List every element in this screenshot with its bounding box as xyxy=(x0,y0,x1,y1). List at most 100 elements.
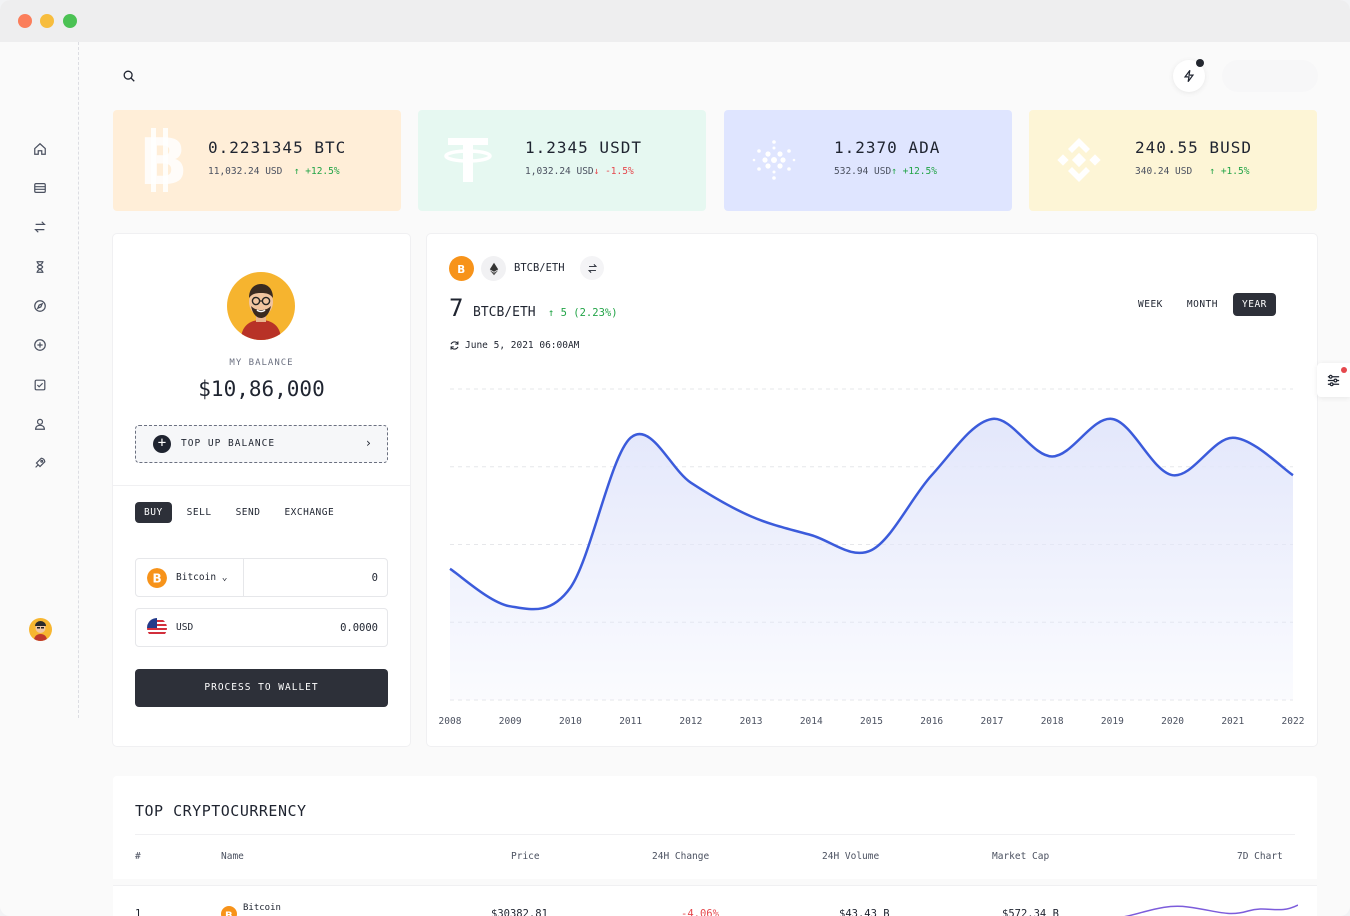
sliders-icon xyxy=(1327,374,1340,386)
top-up-label: TOP UP BALANCE xyxy=(181,438,276,449)
column-header-24h-change[interactable]: 24H Change xyxy=(652,851,710,862)
row-market-cap: $572.34 B xyxy=(1002,908,1059,916)
x-tick-label: 2015 xyxy=(860,716,883,727)
x-tick-label: 2019 xyxy=(1101,716,1124,727)
x-tick-label: 2010 xyxy=(559,716,582,727)
to-amount-field: USD 0.0000 xyxy=(135,608,388,647)
x-tick-label: 2008 xyxy=(439,716,462,727)
tab-buy[interactable]: BUY xyxy=(135,502,172,523)
refresh-icon[interactable] xyxy=(449,340,460,351)
column-header-rank[interactable]: # xyxy=(135,851,141,862)
column-header-market-cap[interactable]: Market Cap xyxy=(992,851,1050,862)
process-to-wallet-button[interactable]: PROCESS TO WALLET xyxy=(135,669,388,707)
asset-card-usdt[interactable]: 1.2345 USDT 1,032.24 USD↓ -1.5% xyxy=(418,110,706,211)
notification-dot xyxy=(1341,367,1347,373)
asset-amount: 1.2370 ADA xyxy=(834,138,941,157)
transaction-tabs: BUY SELL SEND EXCHANGE xyxy=(135,502,343,523)
lightning-icon xyxy=(1183,69,1195,83)
column-header-name[interactable]: Name xyxy=(221,851,244,862)
wallet-icon[interactable] xyxy=(30,178,50,198)
us-flag-icon xyxy=(147,618,167,638)
tab-exchange[interactable]: EXCHANGE xyxy=(284,507,335,518)
divider xyxy=(113,485,410,486)
user-avatar[interactable] xyxy=(227,272,295,340)
x-tick-label: 2014 xyxy=(800,716,823,727)
x-tick-label: 2016 xyxy=(920,716,943,727)
asset-amount: 0.2231345 BTC xyxy=(208,138,347,157)
tether-icon xyxy=(444,138,492,182)
column-header-price[interactable]: Price xyxy=(511,851,540,862)
range-year-button[interactable]: YEAR xyxy=(1233,293,1276,316)
swap-pair-button[interactable] xyxy=(580,256,604,280)
home-icon[interactable] xyxy=(30,139,50,159)
asset-usd: 1,032.24 USD↓ -1.5% xyxy=(525,166,634,177)
asset-amount: 1.2345 USDT xyxy=(525,138,642,157)
bitcoin-icon: B xyxy=(147,568,167,588)
top-up-balance-button[interactable]: + TOP UP BALANCE › xyxy=(135,425,388,463)
close-window-button[interactable] xyxy=(18,14,32,28)
balance-value: $10,86,000 xyxy=(198,377,325,401)
hourglass-icon[interactable] xyxy=(30,257,50,277)
asset-card-btc[interactable]: B 0.2231345 BTC 11,032.24 USD ↑ +12.5% xyxy=(113,110,401,211)
svg-text:B: B xyxy=(457,264,465,276)
user-icon[interactable] xyxy=(30,414,50,434)
row-name: Bitcoin xyxy=(243,903,281,913)
sparkline-7d xyxy=(1124,904,1298,916)
notification-dot xyxy=(1196,59,1204,67)
asset-card-ada[interactable]: 1.2370 ADA 532.94 USD↑ +12.5% xyxy=(724,110,1012,211)
chevron-right-icon: › xyxy=(364,436,372,450)
add-circle-icon[interactable] xyxy=(30,335,50,355)
x-tick-label: 2017 xyxy=(980,716,1003,727)
x-tick-label: 2020 xyxy=(1161,716,1184,727)
to-amount-input[interactable]: 0.0000 xyxy=(340,622,378,634)
balance-label: MY BALANCE xyxy=(229,358,294,368)
table-title: TOP CRYPTOCURRENCY xyxy=(135,802,307,820)
maximize-window-button[interactable] xyxy=(63,14,77,28)
sidebar xyxy=(0,42,79,718)
x-tick-label: 2013 xyxy=(740,716,763,727)
search-icon[interactable] xyxy=(122,68,136,82)
asset-change: ↓ -1.5% xyxy=(593,166,634,177)
asset-card-busd[interactable]: 240.55 BUSD 340.24 USD ↑ +1.5% xyxy=(1029,110,1317,211)
profile-menu[interactable] xyxy=(1222,60,1318,92)
transfer-icon[interactable] xyxy=(30,217,50,237)
svg-text:B: B xyxy=(225,911,233,916)
rocket-icon[interactable] xyxy=(30,453,50,473)
row-rank: 1 xyxy=(135,908,142,916)
swap-icon xyxy=(587,263,597,273)
svg-text:B: B xyxy=(153,572,162,586)
range-selector: WEEK MONTH YEAR xyxy=(1129,293,1276,316)
row-volume: $43.43 B xyxy=(839,908,890,916)
table-row[interactable]: 1 B Bitcoin $30382.81 -4.06% $43.43 B $5… xyxy=(113,886,1317,916)
asset-change: ↑ +12.5% xyxy=(891,166,937,177)
x-tick-label: 2009 xyxy=(499,716,522,727)
range-week-button[interactable]: WEEK xyxy=(1138,299,1163,310)
range-month-button[interactable]: MONTH xyxy=(1186,299,1218,310)
currency-select-from[interactable]: B Bitcoin ⌄ xyxy=(136,559,244,596)
asset-amount: 240.55 BUSD xyxy=(1135,138,1252,157)
tab-send[interactable]: SEND xyxy=(235,507,261,518)
top-crypto-table: TOP CRYPTOCURRENCY # Name Price 24H Chan… xyxy=(113,776,1317,916)
from-amount-input[interactable]: 0 xyxy=(371,572,378,584)
column-header-24h-volume[interactable]: 24H Volume xyxy=(822,851,880,862)
tab-sell[interactable]: SELL xyxy=(186,507,212,518)
minimize-window-button[interactable] xyxy=(40,14,54,28)
column-header-7d-chart[interactable]: 7D Chart xyxy=(1237,851,1283,862)
cardano-icon xyxy=(752,140,796,180)
sidebar-avatar[interactable] xyxy=(29,618,52,641)
series-line xyxy=(449,417,1294,611)
currency-select-to[interactable]: USD xyxy=(136,609,244,646)
to-currency-label: USD xyxy=(176,622,194,633)
compass-icon[interactable] xyxy=(30,296,50,316)
x-tick-label: 2022 xyxy=(1282,716,1305,727)
from-amount-field: B Bitcoin ⌄ 0 xyxy=(135,558,388,597)
price-chart[interactable]: 2008 2009 2010 2011 2012 2013 2014 2015 2016 2017… xyxy=(427,234,1317,746)
row-gap xyxy=(113,879,1317,886)
plus-icon: + xyxy=(153,435,171,453)
divider xyxy=(135,834,1295,835)
binance-icon xyxy=(1057,138,1101,182)
analytics-icon[interactable] xyxy=(30,375,50,395)
row-change: -4.06% xyxy=(681,908,719,916)
x-tick-label: 2021 xyxy=(1221,716,1244,727)
